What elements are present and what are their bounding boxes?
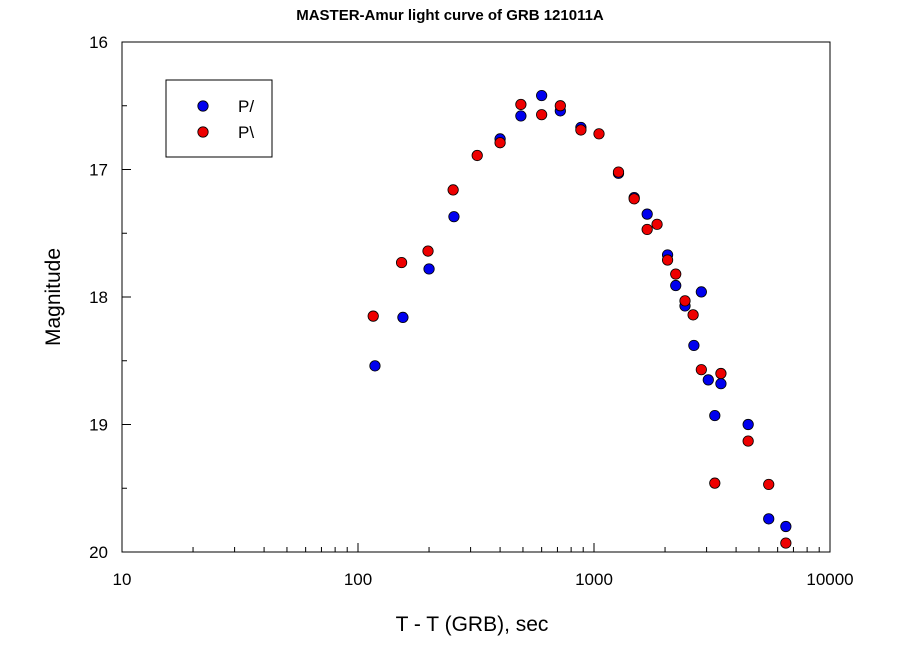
y-tick-label: 20: [89, 543, 108, 562]
data-point: [448, 211, 460, 223]
data-point: [651, 218, 663, 230]
series-1: [367, 98, 792, 549]
x-tick-label: 10000: [806, 570, 853, 589]
data-point: [575, 124, 587, 136]
data-point: [742, 418, 754, 431]
data-point: [397, 311, 409, 323]
data-point: [423, 263, 435, 275]
x-tick-label: 1000: [575, 570, 613, 589]
data-point: [515, 98, 527, 111]
data-point: [367, 310, 379, 322]
data-point: [715, 378, 727, 390]
legend-marker: [197, 126, 209, 138]
data-point: [688, 339, 700, 352]
data-point: [395, 256, 408, 269]
data-point: [536, 89, 548, 102]
data-point: [628, 193, 640, 205]
data-point: [612, 166, 625, 178]
data-point: [763, 478, 775, 491]
data-point: [763, 513, 775, 525]
y-axis-label: Magnitude: [42, 248, 65, 346]
legend-marker: [197, 100, 209, 112]
data-point: [679, 295, 691, 307]
data-point: [369, 360, 381, 372]
data-point: [715, 367, 727, 380]
x-axis-label: T - T (GRB), sec: [396, 613, 549, 636]
y-tick-label: 19: [89, 416, 108, 435]
x-tick-label: 100: [344, 570, 372, 589]
data-point: [709, 477, 721, 489]
legend-label: P\: [238, 123, 254, 142]
data-point: [780, 537, 792, 549]
data-point: [515, 110, 527, 122]
data-points: [367, 89, 792, 549]
data-point: [641, 223, 653, 236]
data-point: [422, 245, 434, 257]
y-tick-label: 16: [89, 33, 108, 52]
data-point: [593, 128, 605, 140]
data-point: [641, 208, 653, 220]
data-point: [661, 254, 674, 266]
data-point: [709, 409, 721, 422]
data-point: [702, 374, 714, 386]
data-point: [695, 286, 707, 298]
data-point: [670, 279, 682, 292]
y-tick-label: 17: [89, 161, 108, 180]
legend-box: [165, 79, 273, 158]
legend-entries: P/P\: [197, 97, 254, 142]
data-point: [554, 100, 566, 112]
chart-title: MASTER-Amur light curve of GRB 121011A: [296, 7, 604, 24]
legend: P/P\: [165, 79, 273, 158]
y-tick-label: 18: [89, 288, 108, 307]
data-point: [471, 149, 483, 162]
data-point: [742, 435, 754, 447]
data-point: [494, 137, 506, 149]
legend-label: P/: [238, 97, 254, 116]
data-point: [780, 520, 792, 533]
data-point: [687, 309, 699, 321]
data-point: [447, 184, 459, 196]
series-0: [369, 89, 792, 533]
y-axis-ticks: 16 17 18 19 20: [89, 33, 131, 562]
x-tick-label: 10: [113, 570, 132, 589]
data-point: [536, 109, 548, 121]
x-axis-ticks: 10 100 1000 10000: [113, 543, 854, 589]
data-point: [670, 268, 682, 280]
data-point: [695, 364, 707, 376]
